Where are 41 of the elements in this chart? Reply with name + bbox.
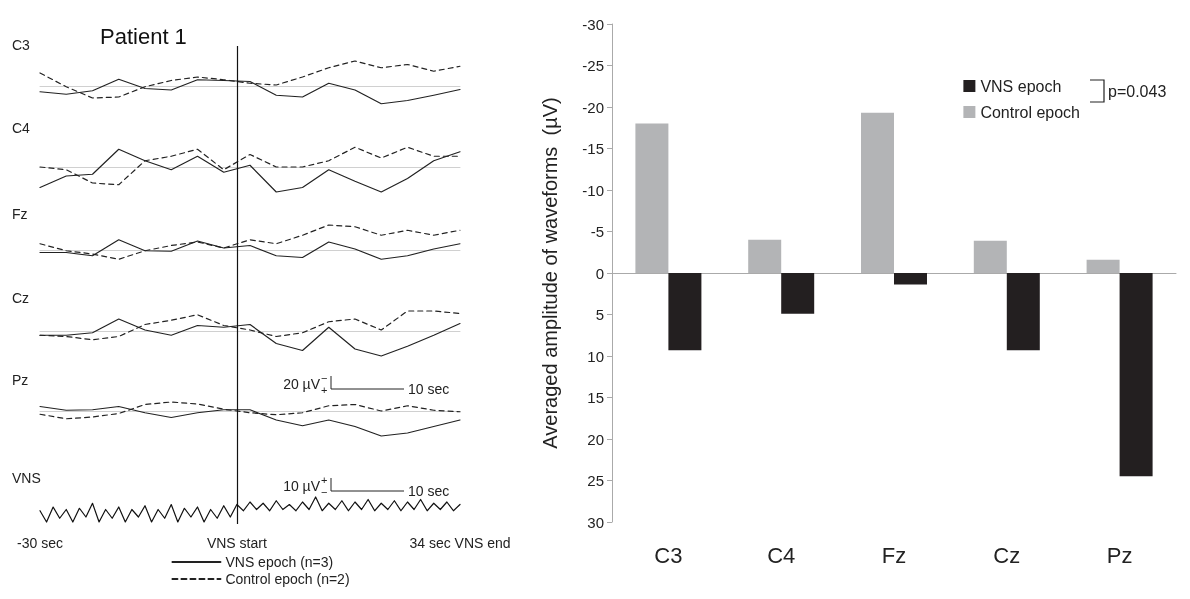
bar: [668, 273, 702, 351]
y-tick-label: -5: [590, 223, 604, 240]
y-axis-title: Fz: [12, 206, 28, 222]
x-tick-label: VNS start: [206, 535, 267, 551]
y-axis-title: Cz: [12, 290, 30, 306]
y-axis-title: C3: [12, 37, 31, 53]
x-tick-label: Cz: [993, 542, 1021, 568]
bar: [1006, 273, 1040, 351]
y-axis-title: C4: [12, 120, 31, 136]
x-tick-label: C3: [654, 542, 683, 568]
y-axis-title: VNS: [12, 470, 41, 486]
y-axis-title: Pz: [12, 372, 29, 388]
y-tick-label: 30: [587, 513, 604, 531]
x-tick-label: -30 sec: [17, 535, 63, 551]
x-tick-label: Fz: [881, 542, 907, 568]
y-tick-label: 5: [595, 306, 604, 323]
y-tick-label: -10: [582, 181, 604, 199]
legend-label: VNS epoch: [980, 77, 1062, 95]
legend-label: Control epoch (n=2): [225, 571, 350, 587]
x-tick-label: Pz: [1106, 542, 1133, 568]
y-tick-label: 20: [587, 430, 604, 448]
annotation: p=0.043: [1108, 82, 1167, 100]
y-tick-label: 0: [595, 264, 604, 282]
y-tick-label: -25: [582, 57, 604, 74]
bar: [1119, 273, 1153, 477]
y-tick-label: -30: [582, 15, 604, 33]
legend-label: Control epoch: [980, 103, 1081, 121]
x-tick-label: 34 sec VNS end: [409, 535, 511, 551]
y-tick-label: -20: [582, 98, 604, 116]
y-tick-label: 15: [587, 389, 604, 406]
text: 10 sec: [408, 381, 450, 397]
y-tick-label: -15: [582, 140, 604, 157]
annotation: 10 sec: [408, 483, 450, 499]
y-axis-title: Averaged amplitude of waveforms (µV): [539, 97, 561, 449]
chart-title: Patient 1: [100, 23, 187, 49]
y-tick-label: 25: [587, 472, 604, 489]
bar: [894, 273, 927, 285]
legend-label: VNS epoch (n=3): [225, 554, 334, 570]
x-tick-label: C4: [767, 542, 796, 568]
y-tick-label: 10: [587, 347, 604, 365]
bar: [781, 273, 815, 314]
